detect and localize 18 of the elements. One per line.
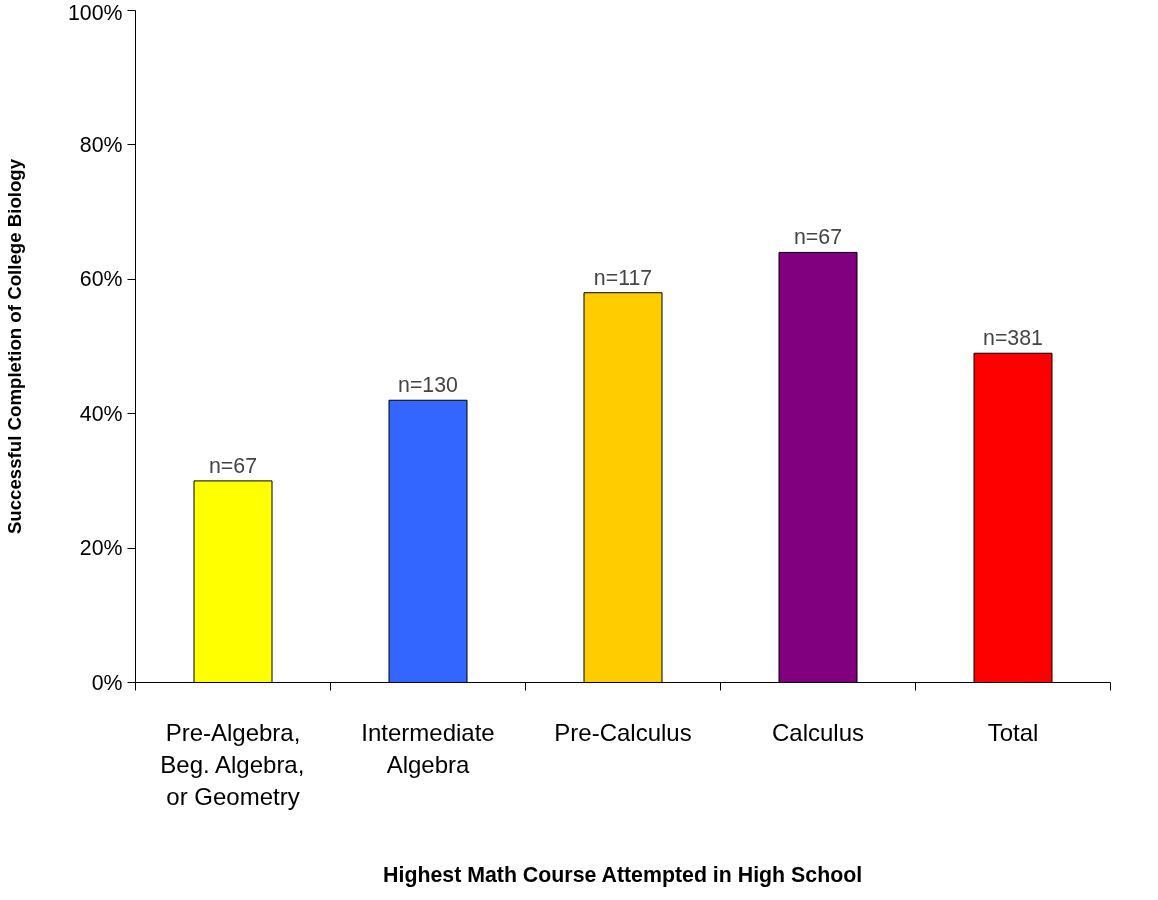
y-tick-label: 40% xyxy=(79,401,123,426)
x-axis-title: Highest Math Course Attempted in High School xyxy=(383,863,863,888)
y-tick-label: 0% xyxy=(91,670,123,695)
y-tick-label: 60% xyxy=(79,267,123,292)
annotation: n=67 xyxy=(793,225,843,250)
annotation: n=381 xyxy=(983,326,1043,351)
x-tick-label: Total xyxy=(987,718,1039,746)
y-tick-label: 80% xyxy=(79,132,123,157)
annotation: n=67 xyxy=(208,453,258,478)
x-tick-label: Pre-Algebra, Beg. Algebra, or Geometry xyxy=(160,718,305,811)
x-tick-label: Pre-Calculus xyxy=(554,718,692,746)
y-tick-label: 20% xyxy=(79,536,123,561)
x-tick-label: Calculus xyxy=(771,718,865,746)
annotation: n=117 xyxy=(593,265,653,290)
y-tick-label: 100% xyxy=(67,0,123,25)
x-tick-label: Intermediate Algebra xyxy=(361,718,495,778)
annotation: n=130 xyxy=(398,373,459,398)
y-axis-title: Successful Completion of College Biology xyxy=(3,158,25,535)
